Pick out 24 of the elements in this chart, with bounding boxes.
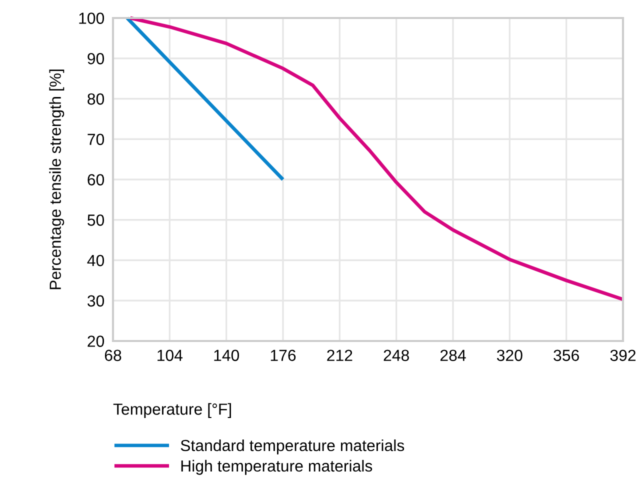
y-tick-label: 100 — [79, 12, 104, 24]
y-tick-label: 50 — [88, 214, 104, 226]
line-series — [128, 16, 625, 302]
x-tick-label: 284 — [440, 350, 466, 362]
y-tick-label: 40 — [87, 254, 104, 266]
x-tick-label: 248 — [384, 350, 409, 362]
y-tick-label: 20 — [88, 336, 104, 347]
x-tick-label: 320 — [496, 350, 522, 362]
y-tick-label: 30 — [88, 295, 104, 307]
x-tick-label: 176 — [270, 350, 296, 362]
x-axis-title: Temperature [°F] — [113, 403, 231, 418]
x-tick-label: 140 — [214, 350, 240, 362]
x-tick-label: 356 — [554, 350, 579, 362]
y-tick-label: 60 — [88, 174, 104, 186]
x-tick-label: 392 — [610, 350, 636, 362]
y-axis-title: Percentage tensile strength [%] — [49, 70, 64, 290]
y-tick-label: 70 — [88, 134, 104, 146]
y-tick-label: 90 — [88, 53, 104, 64]
x-tick-label: 104 — [158, 350, 183, 362]
legend-label: Standard temperature materials — [180, 439, 404, 454]
x-tick-label: 212 — [327, 350, 352, 361]
legend-label: High temperature materials — [181, 460, 372, 475]
x-tick-label: 68 — [104, 350, 122, 362]
y-tick-label: 80 — [88, 93, 104, 105]
